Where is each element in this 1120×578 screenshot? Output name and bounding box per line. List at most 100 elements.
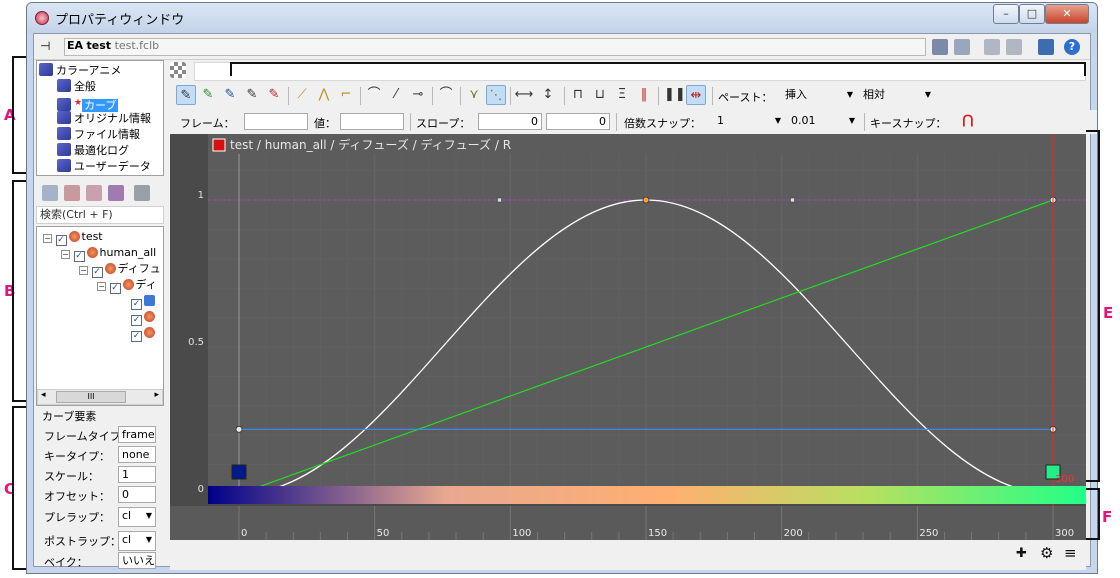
frame-type-field[interactable]: frame [118, 426, 156, 443]
curve-editor[interactable]: test / human_all / ディフューズ / ディフューズ / R 1… [170, 134, 1086, 570]
checker-icon[interactable] [170, 62, 186, 78]
tree-node-test[interactable]: − ✓ test [43, 229, 103, 246]
tree-node-b[interactable]: ✓ [131, 325, 157, 342]
pause-icon[interactable]: ❚❚ [664, 87, 686, 102]
fit-horizontal-icon[interactable]: ⟷ [514, 87, 534, 102]
magnet-icon[interactable]: ⋂ [962, 113, 974, 128]
search-input[interactable]: 検索(Ctrl + F) [36, 206, 164, 224]
filter-icon[interactable] [108, 185, 124, 201]
tree-node-human-all[interactable]: − ✓ human_all [61, 245, 156, 262]
unlink-icon[interactable] [1006, 39, 1022, 55]
category-item-curve[interactable]: ★ カーブ [57, 95, 119, 112]
frame-input[interactable] [244, 113, 308, 130]
tree-node-g[interactable]: ✓ [131, 309, 157, 326]
bake-field[interactable]: いいえ [118, 552, 156, 569]
visible-checkbox[interactable]: ✓ [131, 299, 142, 310]
link-icon[interactable] [984, 39, 1000, 55]
key-delete-tool[interactable]: ✎ [268, 87, 280, 102]
curve-auto-icon[interactable]: ⌒ [439, 87, 453, 102]
category-item-file[interactable]: ファイル情報 [57, 127, 140, 143]
snap-value-select[interactable]: 0.01 ▼ [788, 113, 858, 130]
tree-node-diffuse-sub[interactable]: − ✓ ディ [97, 277, 157, 294]
paste-mode-select[interactable]: 挿入 ▼ [782, 87, 856, 104]
collapse-icon[interactable]: − [61, 250, 70, 259]
snap-range-icon[interactable]: ⊔ [594, 87, 606, 102]
snap-frame-icon[interactable]: ⊓ [572, 87, 584, 102]
key-insert-tool[interactable]: ✎ [224, 87, 236, 102]
curve-svg[interactable]: test / human_all / ディフューズ / ディフューズ / R 1… [170, 134, 1086, 570]
key-select-tool[interactable]: ✎ [176, 85, 196, 105]
key-point-selected[interactable] [642, 196, 650, 204]
curve-linear-icon[interactable]: ⁄ [394, 87, 398, 102]
category-root[interactable]: カラーアニメ [39, 63, 121, 79]
fit-all-icon[interactable]: ⇹ [686, 85, 706, 105]
filter-icon[interactable] [42, 185, 58, 201]
category-item-optlog[interactable]: 最適化ログ [57, 143, 129, 159]
visible-checkbox[interactable]: ✓ [55, 235, 67, 246]
key-move-tool[interactable]: ✎ [246, 87, 258, 102]
collapse-icon[interactable]: − [97, 282, 106, 291]
offset-field[interactable]: 0 [118, 486, 156, 503]
menu-icon[interactable]: ≡ [1064, 544, 1077, 562]
bracket-c [12, 406, 26, 570]
tree-node-diffuse[interactable]: − ✓ ディフュ [79, 261, 161, 278]
category-item-original[interactable]: オリジナル情報 [57, 111, 151, 127]
maximize-button[interactable]: □ [1019, 4, 1045, 24]
pin-icon[interactable]: ⊣ [40, 39, 51, 53]
plot-area[interactable] [208, 134, 1086, 504]
close-button[interactable]: ✕ [1045, 4, 1089, 24]
tangent-unify-icon[interactable]: ⋱ [486, 85, 506, 105]
snap-value-icon[interactable]: Ξ [617, 87, 627, 102]
key-type-field[interactable]: none [118, 446, 156, 463]
scroll-left-icon[interactable]: ◂ [41, 390, 46, 400]
tree-node-r[interactable]: ✓ [131, 293, 157, 310]
visible-checkbox[interactable]: ✓ [131, 315, 142, 326]
tree-options-icon[interactable] [134, 185, 150, 201]
slope-out-input[interactable]: 0 [546, 113, 610, 130]
interp-linear-icon[interactable]: ⋀ [318, 87, 330, 102]
fit-vertical-icon[interactable]: ↕ [542, 87, 554, 102]
visible-checkbox[interactable]: ✓ [131, 331, 142, 342]
paste-icon[interactable] [954, 39, 970, 55]
slope-in-input[interactable]: 0 [478, 113, 542, 130]
settings-gear-icon[interactable]: ⚙ [1040, 544, 1054, 562]
key-point[interactable] [235, 425, 243, 433]
curve-flat-icon[interactable]: ⊸ [412, 87, 424, 102]
g-curve[interactable] [238, 199, 1054, 495]
category-item-general[interactable]: 全般 [57, 79, 96, 95]
layout-icon[interactable] [1038, 39, 1054, 55]
minimize-button[interactable]: – [993, 4, 1019, 24]
filter-icon[interactable] [64, 185, 80, 201]
copy-icon[interactable] [932, 39, 948, 55]
tangent-handle[interactable] [790, 197, 795, 203]
start-color-key[interactable] [231, 464, 247, 480]
scroll-right-icon[interactable]: ▸ [154, 390, 159, 400]
scroll-thumb[interactable]: III [56, 391, 126, 403]
scale-field[interactable]: 1 [118, 466, 156, 483]
collapse-icon[interactable]: − [43, 234, 52, 243]
collapse-icon[interactable]: − [79, 266, 88, 275]
add-key-icon[interactable]: ✚ [1016, 546, 1027, 561]
key-add-tool[interactable]: ✎ [202, 87, 214, 102]
tree-scrollbar[interactable]: ◂ III ▸ [37, 389, 163, 405]
visible-checkbox[interactable]: ✓ [73, 251, 85, 262]
interp-hermite-icon[interactable]: ⟋ [297, 87, 307, 102]
timeline-ruler[interactable] [208, 506, 1086, 540]
curve-smooth-icon[interactable]: ⌒ [367, 87, 381, 102]
tangent-break-icon[interactable]: ⋎ [469, 87, 479, 102]
filter-icon[interactable] [86, 185, 102, 201]
snap-current-icon[interactable]: ‖ [640, 87, 648, 102]
relative-select[interactable]: 相対 ▼ [860, 87, 934, 104]
category-item-userdata[interactable]: ユーザーデータ [57, 159, 151, 175]
interp-step-icon[interactable]: ⌐ [340, 87, 352, 102]
visible-checkbox[interactable]: ✓ [109, 283, 121, 294]
help-icon[interactable]: ? [1064, 39, 1080, 55]
dropdown-arrow-icon: ▼ [145, 511, 152, 520]
pre-wrap-select[interactable]: cl ▼ [118, 507, 156, 527]
end-color-key[interactable] [1045, 464, 1061, 480]
post-wrap-select[interactable]: cl ▼ [118, 531, 156, 551]
value-input[interactable] [340, 113, 404, 130]
tangent-handle[interactable] [497, 197, 502, 203]
visible-checkbox[interactable]: ✓ [91, 267, 103, 278]
snap-frame-select[interactable]: 1 ▼ [714, 113, 784, 130]
